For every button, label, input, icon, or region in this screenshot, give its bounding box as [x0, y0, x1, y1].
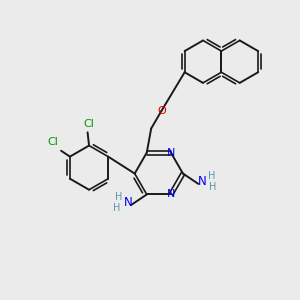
Text: H: H [208, 171, 215, 181]
Text: O: O [157, 106, 166, 116]
Text: N: N [124, 196, 132, 209]
Text: H: H [209, 182, 217, 192]
Text: H: H [113, 203, 120, 213]
Text: H: H [115, 191, 122, 202]
Text: N: N [197, 175, 206, 188]
Text: Cl: Cl [84, 119, 94, 129]
Text: N: N [167, 148, 175, 158]
Text: Cl: Cl [48, 137, 58, 148]
Text: N: N [167, 190, 175, 200]
